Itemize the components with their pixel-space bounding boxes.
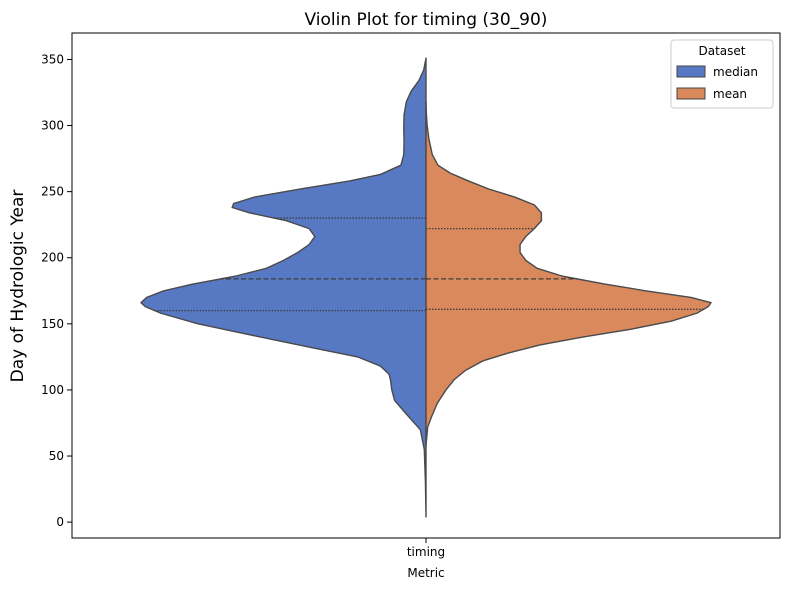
legend: Dataset median mean <box>670 39 774 109</box>
y-tick-label: 100 <box>41 383 64 397</box>
y-tick-label: 150 <box>41 317 64 331</box>
legend-label-median: median <box>713 65 758 79</box>
y-tick-label: 0 <box>56 515 64 529</box>
y-axis: 0 50 100 150 200 250 300 350 <box>41 52 72 529</box>
legend-swatch-mean <box>676 87 706 100</box>
x-axis: timing <box>407 538 445 559</box>
legend-label-mean: mean <box>713 87 747 101</box>
y-tick-label: 50 <box>49 449 64 463</box>
x-tick-label: timing <box>407 545 445 559</box>
x-axis-label: Metric <box>407 566 444 580</box>
y-tick-label: 200 <box>41 251 64 265</box>
y-axis-label: Day of Hydrologic Year <box>8 190 28 383</box>
legend-swatch-median <box>676 65 706 78</box>
y-tick-label: 350 <box>41 52 64 66</box>
y-tick-label: 250 <box>41 185 64 199</box>
violin-half-median <box>140 57 427 518</box>
legend-title: Dataset <box>699 44 746 58</box>
chart-title: Violin Plot for timing (30_90) <box>305 10 548 30</box>
y-tick-label: 300 <box>41 119 64 133</box>
violin-half-mean <box>425 101 712 447</box>
